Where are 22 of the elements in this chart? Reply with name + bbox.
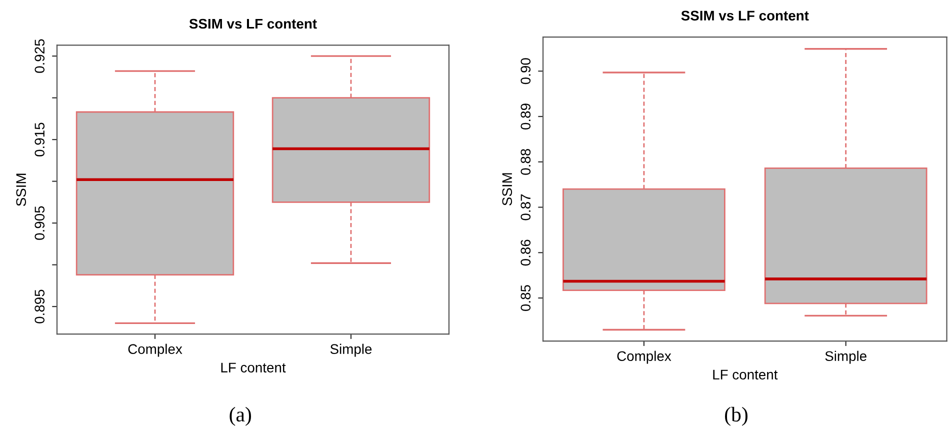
y-tick-label: 0.905	[34, 206, 45, 240]
y-tick-label: 0.895	[34, 290, 45, 324]
y-tick-label: 0.925	[34, 39, 45, 73]
x-tick-label: Complex	[617, 350, 672, 364]
y-tick-label: 0.89	[520, 104, 531, 130]
x-axis-title: LF content	[713, 370, 778, 380]
y-tick-label: 0.915	[34, 122, 45, 156]
y-tick-label: 0.88	[520, 148, 531, 175]
y-axis-title: SSIM	[16, 174, 26, 206]
chart-title: SSIM vs LF content	[681, 10, 809, 21]
y-tick-label: 0.90	[520, 58, 531, 84]
text: (a)	[230, 406, 251, 426]
y-axis-title: SSIM	[502, 173, 512, 206]
x-tick-label: Complex	[128, 344, 182, 357]
y-tick-label: 0.86	[520, 240, 531, 266]
y-tick-label: 0.85	[520, 285, 531, 311]
x-tick-label: Simple	[330, 344, 372, 357]
chart-title: SSIM vs LF content	[189, 18, 317, 29]
x-tick-label: Simple	[825, 350, 866, 364]
x-axis-title: LF content	[221, 362, 286, 373]
text: (b)	[725, 406, 748, 426]
y-tick-label: 0.87	[520, 194, 531, 220]
